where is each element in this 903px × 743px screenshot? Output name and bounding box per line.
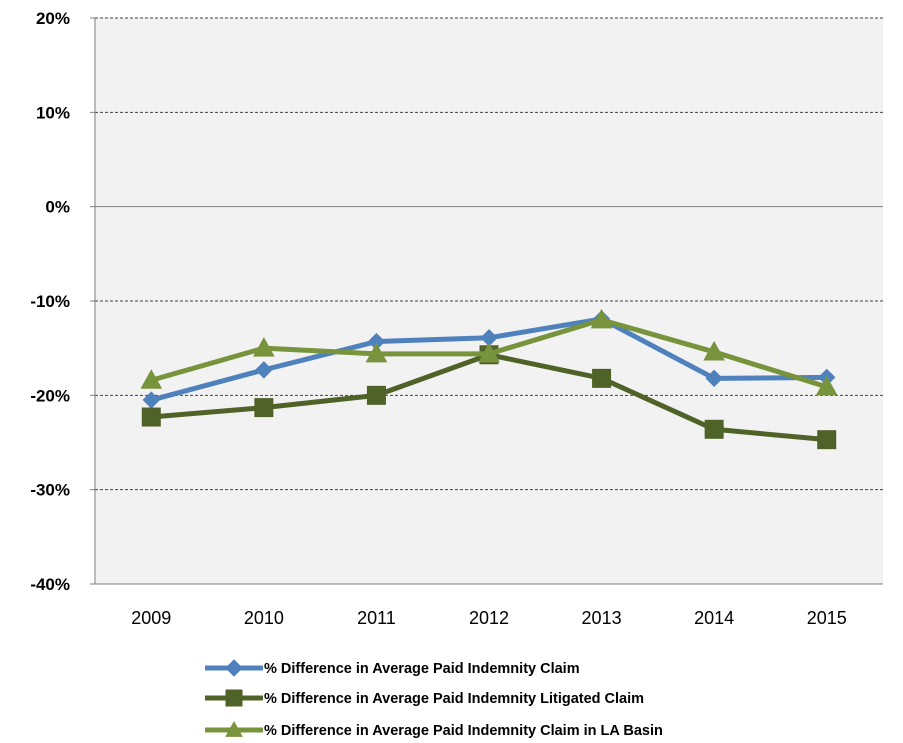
axes	[90, 17, 883, 585]
data-point	[254, 398, 274, 418]
y-tick-label: -30%	[30, 481, 70, 500]
data-point	[253, 337, 275, 357]
legend: % Difference in Average Paid Indemnity C…	[205, 659, 663, 739]
x-tick-label: 2014	[694, 608, 734, 628]
legend-item: % Difference in Average Paid Indemnity C…	[205, 720, 663, 739]
y-tick-labels: 20% 10% 0% -10% -20% -30% -40%	[30, 9, 70, 594]
data-point	[478, 342, 500, 363]
data-point	[592, 368, 612, 388]
data-point	[704, 419, 724, 439]
legend-item: % Difference in Average Paid Indemnity C…	[205, 659, 580, 677]
data-point	[815, 375, 838, 396]
data-point	[703, 340, 725, 361]
data-point	[705, 369, 723, 388]
y-tick-label: -10%	[30, 292, 70, 311]
legend-marker	[225, 659, 243, 677]
legend-item: % Difference in Average Paid Indemnity L…	[205, 689, 644, 707]
data-series	[140, 308, 838, 450]
y-tick-label: -40%	[30, 575, 70, 594]
data-point	[590, 308, 613, 329]
data-point	[255, 361, 273, 379]
data-point	[365, 342, 388, 363]
data-point	[817, 430, 837, 450]
legend-marker	[225, 689, 243, 707]
data-point	[140, 369, 163, 389]
y-tick-label: 20%	[36, 9, 70, 28]
legend-label: % Difference in Average Paid Indemnity L…	[264, 691, 644, 707]
y-tick-label: -20%	[30, 386, 70, 405]
x-tick-labels: 2009 2010 2011 2012 2013 2014 2015	[131, 608, 846, 628]
x-tick-label: 2009	[131, 608, 171, 628]
data-point	[366, 385, 386, 405]
x-tick-label: 2011	[357, 608, 396, 628]
x-tick-label: 2012	[469, 608, 509, 628]
legend-marker	[225, 720, 243, 737]
y-tick-label: 0%	[45, 198, 70, 217]
data-point	[141, 407, 161, 427]
legend-label: % Difference in Average Paid Indemnity C…	[264, 723, 663, 739]
series-3	[140, 308, 838, 396]
gridlines	[95, 17, 883, 491]
x-tick-label: 2010	[244, 608, 284, 628]
y-tick-label: 10%	[36, 103, 70, 122]
x-tick-label: 2015	[807, 608, 847, 628]
legend-label: % Difference in Average Paid Indemnity C…	[264, 661, 580, 677]
x-tick-label: 2013	[582, 608, 622, 628]
plot-area	[95, 18, 883, 584]
